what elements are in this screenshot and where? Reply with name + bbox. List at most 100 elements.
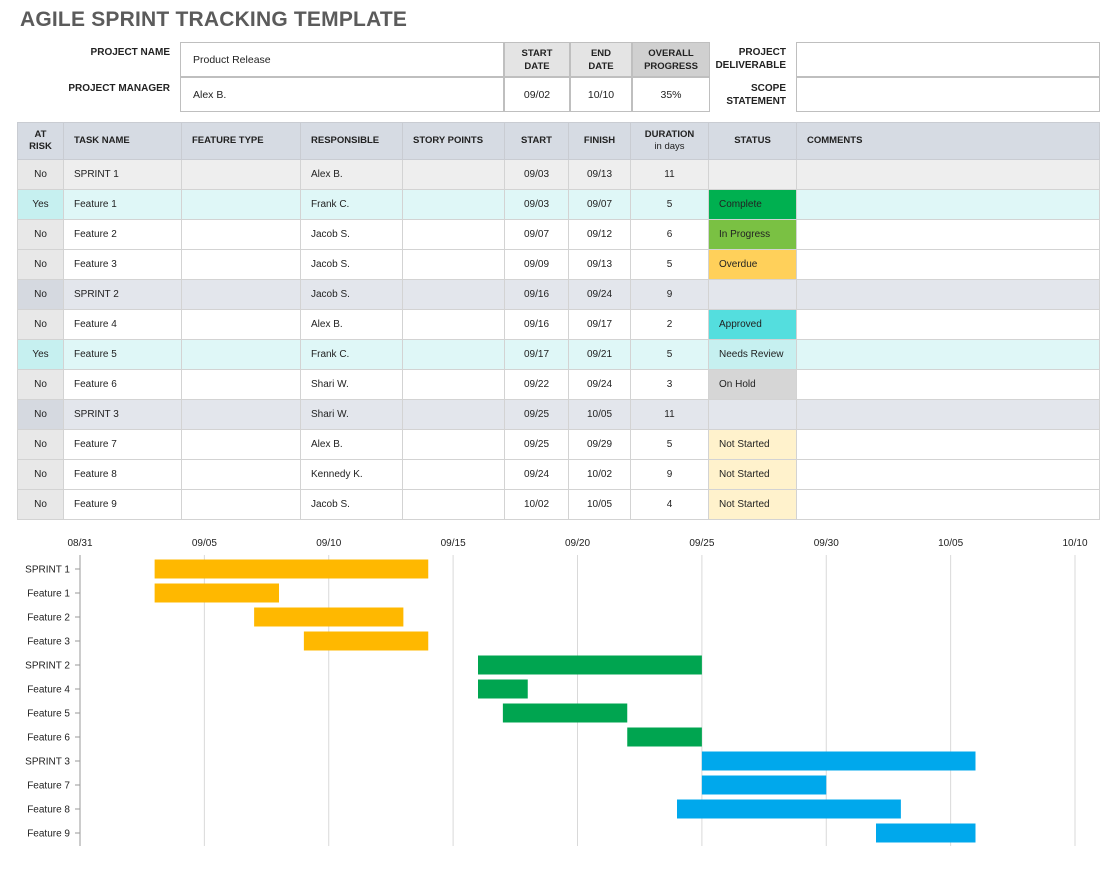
feature-type-cell[interactable]	[181, 309, 301, 340]
at-risk-cell[interactable]: Yes	[17, 189, 64, 220]
start-cell[interactable]: 09/17	[504, 339, 569, 370]
story-points-cell[interactable]	[402, 369, 505, 400]
duration-cell[interactable]: 4	[630, 489, 709, 520]
feature-type-cell[interactable]	[181, 159, 301, 190]
finish-cell[interactable]: 09/21	[568, 339, 631, 370]
start-cell[interactable]: 09/25	[504, 399, 569, 430]
overall-progress-field[interactable]: 35%	[632, 77, 710, 112]
at-risk-cell[interactable]: No	[17, 159, 64, 190]
comments-cell[interactable]	[796, 399, 1100, 430]
at-risk-cell[interactable]: No	[17, 219, 64, 250]
task-name-cell[interactable]: Feature 1	[63, 189, 182, 220]
finish-cell[interactable]: 10/05	[568, 399, 631, 430]
responsible-cell[interactable]: Kennedy K.	[300, 459, 403, 490]
comments-cell[interactable]	[796, 459, 1100, 490]
start-cell[interactable]: 09/16	[504, 309, 569, 340]
finish-cell[interactable]: 09/29	[568, 429, 631, 460]
finish-cell[interactable]: 09/13	[568, 249, 631, 280]
duration-cell[interactable]: 5	[630, 189, 709, 220]
feature-type-cell[interactable]	[181, 339, 301, 370]
finish-cell[interactable]: 10/02	[568, 459, 631, 490]
finish-cell[interactable]: 09/13	[568, 159, 631, 190]
at-risk-cell[interactable]: No	[17, 459, 64, 490]
project-deliverable-field[interactable]	[796, 42, 1100, 77]
feature-type-cell[interactable]	[181, 429, 301, 460]
task-name-cell[interactable]: SPRINT 2	[63, 279, 182, 310]
comments-cell[interactable]	[796, 309, 1100, 340]
start-cell[interactable]: 09/07	[504, 219, 569, 250]
start-cell[interactable]: 10/02	[504, 489, 569, 520]
responsible-cell[interactable]: Jacob S.	[300, 279, 403, 310]
story-points-cell[interactable]	[402, 489, 505, 520]
task-name-cell[interactable]: Feature 6	[63, 369, 182, 400]
comments-cell[interactable]	[796, 189, 1100, 220]
status-cell[interactable]: Not Started	[708, 489, 797, 520]
project-manager-field[interactable]: Alex B.	[180, 77, 504, 112]
story-points-cell[interactable]	[402, 309, 505, 340]
finish-cell[interactable]: 10/05	[568, 489, 631, 520]
at-risk-cell[interactable]: No	[17, 429, 64, 460]
finish-cell[interactable]: 09/24	[568, 279, 631, 310]
story-points-cell[interactable]	[402, 279, 505, 310]
responsible-cell[interactable]: Alex B.	[300, 159, 403, 190]
feature-type-cell[interactable]	[181, 279, 301, 310]
task-name-cell[interactable]: Feature 2	[63, 219, 182, 250]
at-risk-cell[interactable]: No	[17, 399, 64, 430]
responsible-cell[interactable]: Frank C.	[300, 339, 403, 370]
responsible-cell[interactable]: Jacob S.	[300, 219, 403, 250]
at-risk-cell[interactable]: No	[17, 309, 64, 340]
finish-cell[interactable]: 09/12	[568, 219, 631, 250]
start-date-field[interactable]: 09/02	[504, 77, 570, 112]
start-cell[interactable]: 09/16	[504, 279, 569, 310]
start-cell[interactable]: 09/22	[504, 369, 569, 400]
feature-type-cell[interactable]	[181, 399, 301, 430]
duration-cell[interactable]: 5	[630, 339, 709, 370]
project-name-field[interactable]: Product Release	[180, 42, 504, 77]
status-cell[interactable]	[708, 159, 797, 190]
story-points-cell[interactable]	[402, 339, 505, 370]
start-cell[interactable]: 09/24	[504, 459, 569, 490]
at-risk-cell[interactable]: Yes	[17, 339, 64, 370]
story-points-cell[interactable]	[402, 249, 505, 280]
status-cell[interactable]	[708, 399, 797, 430]
start-cell[interactable]: 09/25	[504, 429, 569, 460]
comments-cell[interactable]	[796, 429, 1100, 460]
comments-cell[interactable]	[796, 219, 1100, 250]
responsible-cell[interactable]: Shari W.	[300, 399, 403, 430]
start-cell[interactable]: 09/03	[504, 189, 569, 220]
story-points-cell[interactable]	[402, 429, 505, 460]
duration-cell[interactable]: 9	[630, 279, 709, 310]
status-cell[interactable]: In Progress	[708, 219, 797, 250]
duration-cell[interactable]: 6	[630, 219, 709, 250]
comments-cell[interactable]	[796, 339, 1100, 370]
status-cell[interactable]: Overdue	[708, 249, 797, 280]
status-cell[interactable]: Complete	[708, 189, 797, 220]
feature-type-cell[interactable]	[181, 459, 301, 490]
responsible-cell[interactable]: Jacob S.	[300, 249, 403, 280]
story-points-cell[interactable]	[402, 189, 505, 220]
feature-type-cell[interactable]	[181, 219, 301, 250]
comments-cell[interactable]	[796, 249, 1100, 280]
duration-cell[interactable]: 11	[630, 159, 709, 190]
comments-cell[interactable]	[796, 489, 1100, 520]
comments-cell[interactable]	[796, 159, 1100, 190]
duration-cell[interactable]: 11	[630, 399, 709, 430]
at-risk-cell[interactable]: No	[17, 489, 64, 520]
story-points-cell[interactable]	[402, 399, 505, 430]
task-name-cell[interactable]: Feature 8	[63, 459, 182, 490]
responsible-cell[interactable]: Alex B.	[300, 429, 403, 460]
task-name-cell[interactable]: SPRINT 1	[63, 159, 182, 190]
story-points-cell[interactable]	[402, 459, 505, 490]
responsible-cell[interactable]: Jacob S.	[300, 489, 403, 520]
responsible-cell[interactable]: Frank C.	[300, 189, 403, 220]
at-risk-cell[interactable]: No	[17, 369, 64, 400]
comments-cell[interactable]	[796, 369, 1100, 400]
status-cell[interactable]: Not Started	[708, 429, 797, 460]
feature-type-cell[interactable]	[181, 189, 301, 220]
duration-cell[interactable]: 2	[630, 309, 709, 340]
task-name-cell[interactable]: Feature 3	[63, 249, 182, 280]
status-cell[interactable]	[708, 279, 797, 310]
comments-cell[interactable]	[796, 279, 1100, 310]
task-name-cell[interactable]: Feature 7	[63, 429, 182, 460]
finish-cell[interactable]: 09/07	[568, 189, 631, 220]
